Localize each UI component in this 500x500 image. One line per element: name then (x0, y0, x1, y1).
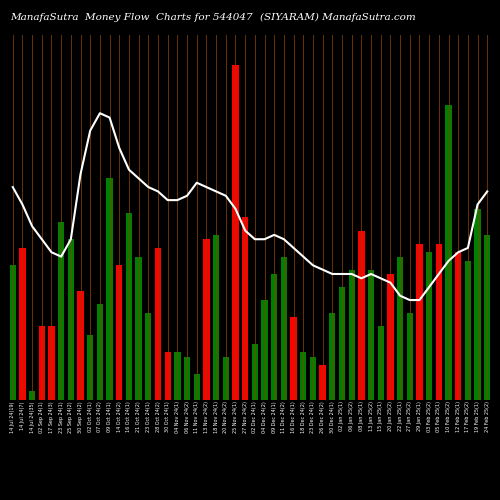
Bar (106, 178, 112, 400)
Bar (136, 256, 142, 400)
Bar (242, 218, 248, 400)
Bar (358, 230, 364, 400)
Bar (58, 222, 64, 400)
Bar (252, 344, 258, 400)
Bar (397, 256, 403, 400)
Bar (232, 66, 238, 400)
Bar (310, 356, 316, 400)
Bar (406, 313, 413, 400)
Bar (194, 374, 200, 400)
Bar (116, 266, 122, 400)
Bar (446, 104, 452, 400)
Bar (329, 313, 336, 400)
Bar (348, 270, 355, 400)
Bar (320, 365, 326, 400)
Bar (378, 326, 384, 400)
Bar (174, 352, 180, 400)
Bar (474, 209, 480, 400)
Bar (339, 287, 345, 400)
Bar (155, 248, 161, 400)
Bar (97, 304, 103, 400)
Bar (145, 313, 152, 400)
Bar (484, 235, 490, 400)
Bar (426, 252, 432, 400)
Bar (10, 266, 16, 400)
Bar (368, 270, 374, 400)
Text: (SIYARAM) ManafaSutra.com: (SIYARAM) ManafaSutra.com (260, 12, 416, 22)
Bar (164, 352, 171, 400)
Bar (29, 392, 35, 400)
Bar (280, 256, 287, 400)
Bar (436, 244, 442, 400)
Bar (271, 274, 278, 400)
Bar (126, 213, 132, 400)
Bar (455, 252, 462, 400)
Bar (464, 261, 471, 400)
Bar (87, 335, 94, 400)
Bar (48, 326, 54, 400)
Bar (388, 274, 394, 400)
Bar (20, 248, 26, 400)
Bar (416, 244, 422, 400)
Bar (78, 292, 84, 400)
Bar (213, 235, 220, 400)
Bar (290, 318, 296, 400)
Bar (184, 356, 190, 400)
Bar (38, 326, 45, 400)
Bar (300, 352, 306, 400)
Bar (222, 356, 229, 400)
Bar (262, 300, 268, 400)
Bar (204, 239, 210, 400)
Text: ManafaSutra  Money Flow  Charts for 544047: ManafaSutra Money Flow Charts for 544047 (10, 12, 252, 22)
Bar (68, 239, 74, 400)
